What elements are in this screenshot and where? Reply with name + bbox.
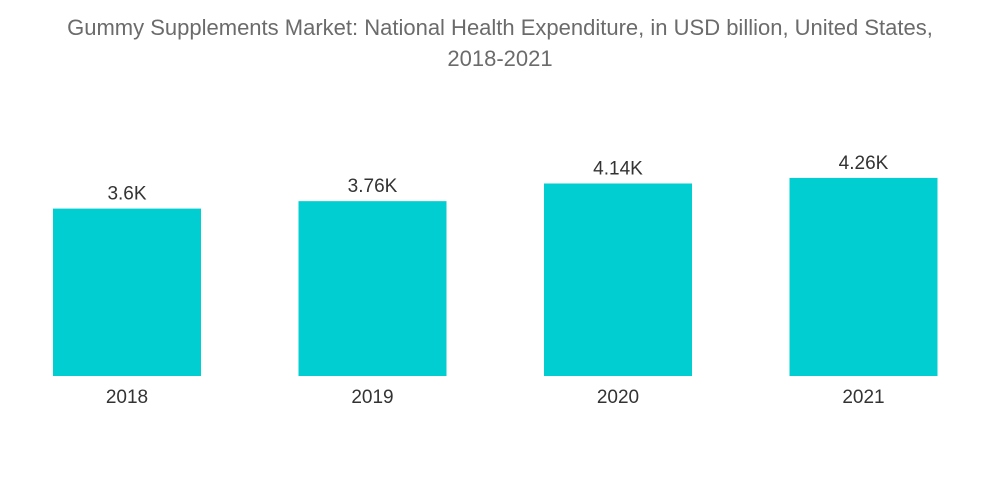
data-label-2019: 3.76K: [348, 176, 398, 197]
chart-title-line-1: Gummy Supplements Market: National Healt…: [67, 15, 933, 40]
x-tick-label-2020: 2020: [597, 387, 639, 408]
data-label-2018: 3.6K: [107, 184, 146, 205]
bar-2019: [298, 201, 447, 376]
data-label-2021: 4.26K: [839, 153, 889, 174]
x-tick-label-2021: 2021: [842, 387, 884, 408]
bar-2021: [789, 177, 938, 376]
bar-2020: [544, 183, 692, 376]
chart-title-line-2: 2018-2021: [447, 46, 553, 71]
bar-2018: [53, 208, 201, 376]
chart-title: Gummy Supplements Market: National Healt…: [0, 12, 1000, 74]
x-tick-label-2018: 2018: [106, 387, 148, 408]
x-tick-label-2019: 2019: [351, 387, 393, 408]
data-label-2020: 4.14K: [593, 158, 643, 179]
